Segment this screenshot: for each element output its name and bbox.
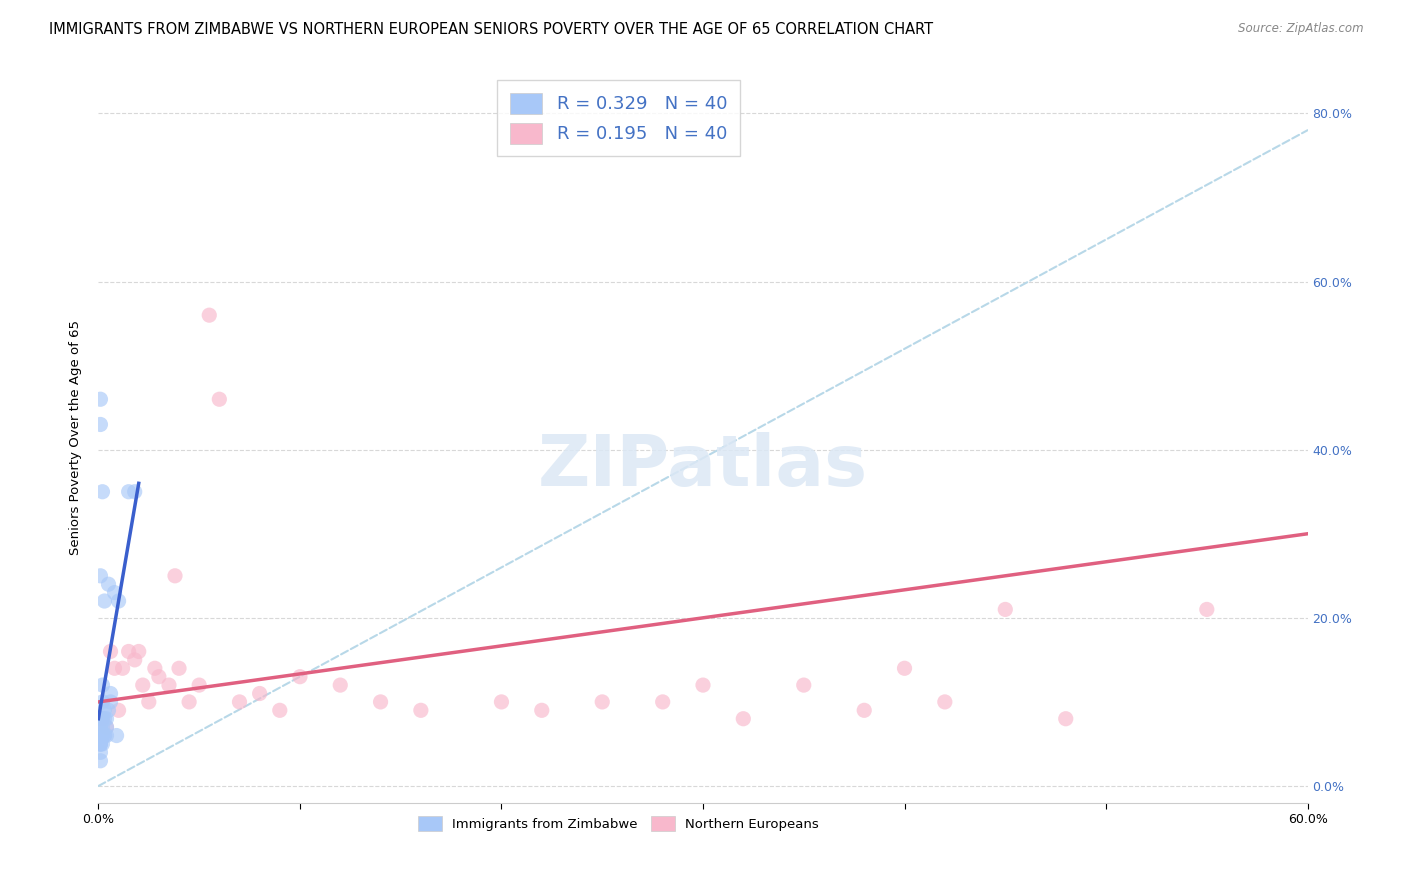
Point [100,686,122,700]
Point [103,661,125,675]
Point [128,644,150,658]
Point [148,670,170,684]
Point [934,695,956,709]
Y-axis label: Seniors Poverty Over the Age of 65: Seniors Poverty Over the Age of 65 [69,319,83,555]
Point [89,737,111,751]
Point [91,678,114,692]
Point [89,392,111,407]
Point [491,695,513,709]
Point [692,678,714,692]
Point [89,737,111,751]
Point [96,720,118,734]
Text: IMMIGRANTS FROM ZIMBABWE VS NORTHERN EUROPEAN SENIORS POVERTY OVER THE AGE OF 65: IMMIGRANTS FROM ZIMBABWE VS NORTHERN EUR… [49,22,934,37]
Point [91,712,114,726]
Point [163,569,186,583]
Point [89,569,111,583]
Point [93,729,115,743]
Point [288,670,311,684]
Point [733,712,755,726]
Point [103,585,125,599]
Point [90,712,112,726]
Point [89,720,111,734]
Point [793,678,815,692]
Point [138,695,160,709]
Point [118,484,141,499]
Point [179,695,201,709]
Point [329,678,352,692]
Point [96,720,118,734]
Point [93,729,115,743]
Point [208,392,231,407]
Point [93,712,115,726]
Point [143,661,166,675]
Point [409,703,432,717]
Point [89,729,111,743]
Point [91,695,114,709]
Point [89,729,111,743]
Point [591,695,613,709]
Point [100,695,122,709]
Text: Source: ZipAtlas.com: Source: ZipAtlas.com [1239,22,1364,36]
Point [91,720,114,734]
Text: ZIPatlas: ZIPatlas [538,432,868,500]
Point [91,729,114,743]
Point [89,754,111,768]
Point [249,686,271,700]
Point [124,484,146,499]
Point [853,703,876,717]
Point [994,602,1017,616]
Point [107,594,129,608]
Point [228,695,250,709]
Point [89,417,111,432]
Point [370,695,392,709]
Point [90,729,112,743]
Point [100,644,122,658]
Point [111,661,134,675]
Point [89,737,111,751]
Point [167,661,190,675]
Point [105,729,128,743]
Point [157,678,180,692]
Point [96,729,118,743]
Legend: Immigrants from Zimbabwe, Northern Europeans: Immigrants from Zimbabwe, Northern Europ… [412,811,824,837]
Point [269,703,291,717]
Point [132,678,155,692]
Point [91,712,114,726]
Point [89,712,111,726]
Point [96,712,118,726]
Point [93,703,115,717]
Point [651,695,673,709]
Point [89,720,111,734]
Point [93,594,115,608]
Point [91,484,114,499]
Point [118,644,141,658]
Point [198,308,221,322]
Point [97,703,120,717]
Point [530,703,553,717]
Point [89,729,111,743]
Point [91,737,114,751]
Point [107,703,129,717]
Point [97,577,120,591]
Point [188,678,211,692]
Point [124,653,146,667]
Point [1195,602,1218,616]
Point [1054,712,1077,726]
Point [89,745,111,759]
Point [893,661,915,675]
